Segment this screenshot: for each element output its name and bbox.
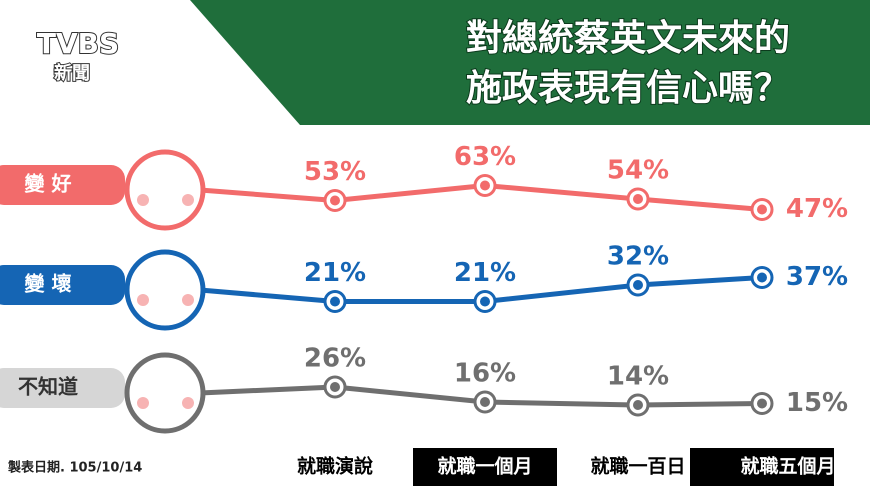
series-label-box bbox=[0, 265, 125, 305]
x-tick-label: 就職演說 bbox=[297, 455, 373, 478]
data-point-core bbox=[480, 397, 490, 407]
face-icon bbox=[124, 149, 206, 231]
x-tick-label: 就職一百日 bbox=[590, 455, 685, 478]
data-point-core bbox=[757, 398, 767, 409]
value-label: 53% bbox=[304, 157, 366, 187]
value-label: 63% bbox=[454, 142, 516, 172]
face-cheek bbox=[182, 294, 194, 306]
value-label: 14% bbox=[607, 362, 669, 392]
data-point-core bbox=[480, 296, 490, 307]
connector bbox=[199, 187, 336, 203]
value-label: 47% bbox=[786, 194, 848, 224]
x-tick-label: 就職五個月 bbox=[740, 455, 835, 478]
x-tick-label: 就職一個月 bbox=[437, 455, 532, 478]
series-label-box bbox=[0, 368, 125, 408]
series-label: 變 好 bbox=[25, 172, 72, 196]
connector bbox=[199, 287, 336, 304]
face-cheek bbox=[137, 294, 149, 306]
face-cheek bbox=[182, 397, 194, 409]
title-line: 施政表現有信心嗎？ bbox=[466, 68, 790, 109]
data-point-core bbox=[633, 194, 643, 204]
value-label: 37% bbox=[786, 262, 848, 292]
series-label-box bbox=[0, 165, 125, 205]
logo: TVBS 新聞 bbox=[36, 26, 120, 85]
series-line bbox=[334, 384, 763, 408]
value-label: 32% bbox=[607, 242, 669, 272]
category-box bbox=[690, 448, 834, 486]
data-point-core bbox=[633, 280, 643, 290]
title-line: 對總統蔡英文未來的 bbox=[466, 18, 790, 59]
value-label: 16% bbox=[454, 359, 516, 389]
value-label: 21% bbox=[304, 258, 366, 288]
data-point-core bbox=[330, 296, 340, 307]
face-cheek bbox=[182, 194, 194, 206]
data-point-core bbox=[330, 195, 340, 206]
logo-sub: 新聞 bbox=[54, 62, 90, 84]
data-point-core bbox=[757, 204, 767, 215]
series-line bbox=[335, 275, 763, 304]
data-point-core bbox=[633, 400, 643, 410]
series-label: 變 壞 bbox=[25, 272, 72, 296]
data-point-core bbox=[330, 382, 340, 392]
face-icon bbox=[124, 352, 206, 434]
value-label: 26% bbox=[304, 344, 366, 374]
face-cheek bbox=[137, 194, 149, 206]
note: 製表日期. 105/10/14 bbox=[7, 460, 142, 476]
face-cheek bbox=[137, 397, 149, 409]
data-point-core bbox=[480, 180, 490, 191]
category-box bbox=[413, 448, 557, 486]
value-label: 21% bbox=[454, 258, 516, 288]
value-label: 54% bbox=[607, 156, 669, 186]
value-label: 15% bbox=[786, 388, 848, 418]
series-label: 不知道 bbox=[18, 375, 78, 399]
face-icon bbox=[124, 249, 206, 331]
series-line bbox=[334, 182, 763, 212]
header-band bbox=[190, 0, 870, 125]
connector bbox=[199, 384, 336, 396]
data-point-core bbox=[757, 272, 767, 283]
logo-text: TVBS bbox=[37, 27, 119, 60]
